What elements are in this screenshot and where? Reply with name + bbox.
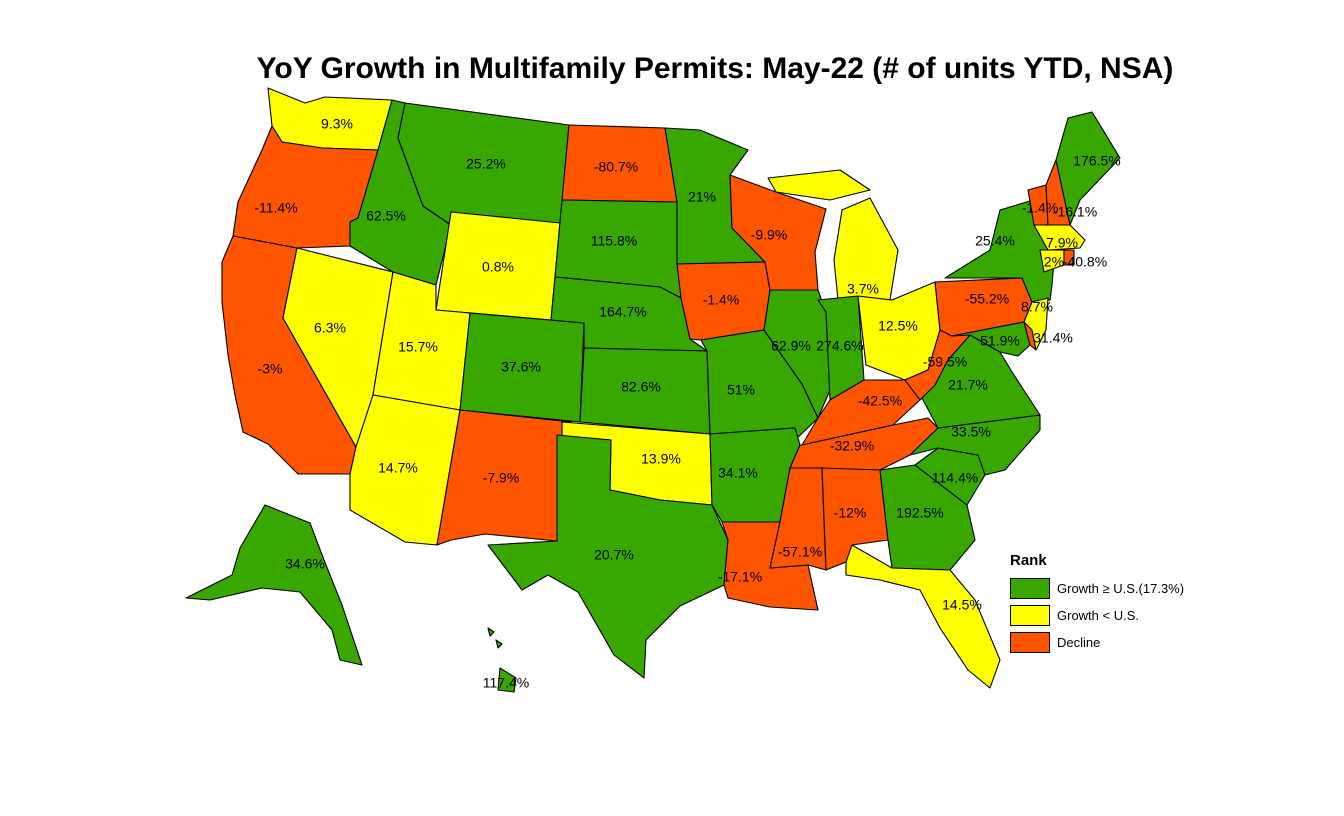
state-label-fl: 14.5% (942, 597, 982, 613)
state-label-ia: -1.4% (703, 292, 740, 308)
state-nj (1023, 297, 1049, 351)
state-label-ak: 34.6% (285, 556, 325, 572)
state-fl (845, 544, 1001, 689)
state-label-id: 62.5% (366, 208, 406, 224)
state-ky (801, 379, 923, 446)
state-label-in: 274.6% (816, 338, 863, 354)
state-label-ky: -42.5% (858, 393, 902, 409)
state-label-wa: 9.3% (321, 116, 353, 132)
state-label-wy: 0.8% (482, 259, 514, 275)
legend-item-growth-above-us: Growth ≥ U.S.(17.3%) (1010, 575, 1184, 602)
state-label-sc: 114.4% (932, 470, 978, 486)
state-label-mi: 3.7% (847, 281, 879, 297)
legend-label: Growth ≥ U.S.(17.3%) (1057, 581, 1185, 596)
state-label-co: 37.6% (501, 359, 541, 375)
legend-item-decline: Decline (1010, 629, 1184, 656)
state-label-wi: -9.9% (751, 227, 788, 243)
state-label-nh: -16.1% (1053, 204, 1097, 220)
state-label-nv: 6.3% (314, 320, 346, 336)
labels-layer: 9.3% -11.4% -3% 6.3% 62.5% 25.2% 0.8% 15.7% 14.7… (254, 116, 1120, 691)
state-label-me: 176.5% (1073, 153, 1120, 169)
state-label-wv: -59.5% (923, 354, 967, 370)
state-label-nj: 8.7% (1021, 299, 1053, 315)
state-label-sd: 115.8% (591, 233, 637, 249)
state-label-md: 51.9% (980, 333, 1020, 349)
states-layer (185, 87, 1121, 693)
state-label-nm: -7.9% (483, 470, 520, 486)
legend-title: Rank (1010, 552, 1047, 569)
state-label-de: 31.4% (1033, 330, 1073, 346)
state-label-pa: -55.2% (965, 291, 1009, 307)
state-ma (1033, 224, 1086, 251)
state-label-mt: 25.2% (466, 156, 506, 172)
state-nm (436, 409, 572, 546)
state-label-ar: 34.1% (718, 465, 758, 481)
legend-swatch-decline (1010, 632, 1050, 653)
state-label-mo: 51% (727, 382, 755, 398)
state-label-ne: 164.7% (599, 304, 646, 320)
state-il (763, 289, 831, 419)
state-label-ca: -3% (258, 361, 283, 377)
state-label-ms: -57.1% (778, 544, 822, 560)
state-label-vt: -1.4% (1022, 200, 1059, 216)
legend-swatch-growth-below-us (1010, 605, 1050, 626)
state-label-nd: -80.7% (594, 159, 638, 175)
state-label-ok: 13.9% (641, 451, 681, 467)
state-tx (487, 434, 729, 679)
legend: Rank Growth ≥ U.S.(17.3%) Growth < U.S. … (1010, 552, 1184, 656)
legend-label: Growth < U.S. (1057, 608, 1139, 623)
state-label-la: -17.1% (718, 569, 762, 585)
state-label-al: -12% (834, 505, 867, 521)
state-label-hi: 117.4% (483, 675, 529, 691)
state-label-az: 14.7% (378, 460, 418, 476)
legend-item-growth-below-us: Growth < U.S. (1010, 602, 1184, 629)
state-ri (1063, 249, 1075, 266)
state-label-ri: -40.8% (1063, 254, 1107, 270)
state-label-tn: -32.9% (830, 438, 874, 454)
state-label-or: -11.4% (254, 200, 297, 216)
legend-swatch-growth-above-us (1010, 578, 1050, 599)
state-label-oh: 12.5% (878, 318, 918, 334)
state-label-ks: 82.6% (621, 379, 661, 395)
state-label-ga: 192.5% (896, 505, 943, 521)
legend-label: Decline (1057, 635, 1101, 650)
state-label-il: 62.9% (771, 338, 811, 354)
state-label-mn: 21% (688, 189, 716, 205)
state-label-nc: 33.5% (951, 424, 991, 440)
state-label-ny: 25.4% (975, 233, 1015, 249)
state-label-ct: 2% (1044, 254, 1064, 270)
state-ak (185, 504, 363, 666)
state-label-ut: 15.7% (398, 339, 438, 355)
state-label-ma: 7.9% (1046, 235, 1078, 251)
state-hi (487, 627, 517, 693)
state-label-tx: 20.7% (594, 547, 634, 563)
map-title: YoY Growth in Multifamily Permits: May-2… (256, 52, 1174, 85)
state-label-va: 21.7% (948, 377, 988, 393)
